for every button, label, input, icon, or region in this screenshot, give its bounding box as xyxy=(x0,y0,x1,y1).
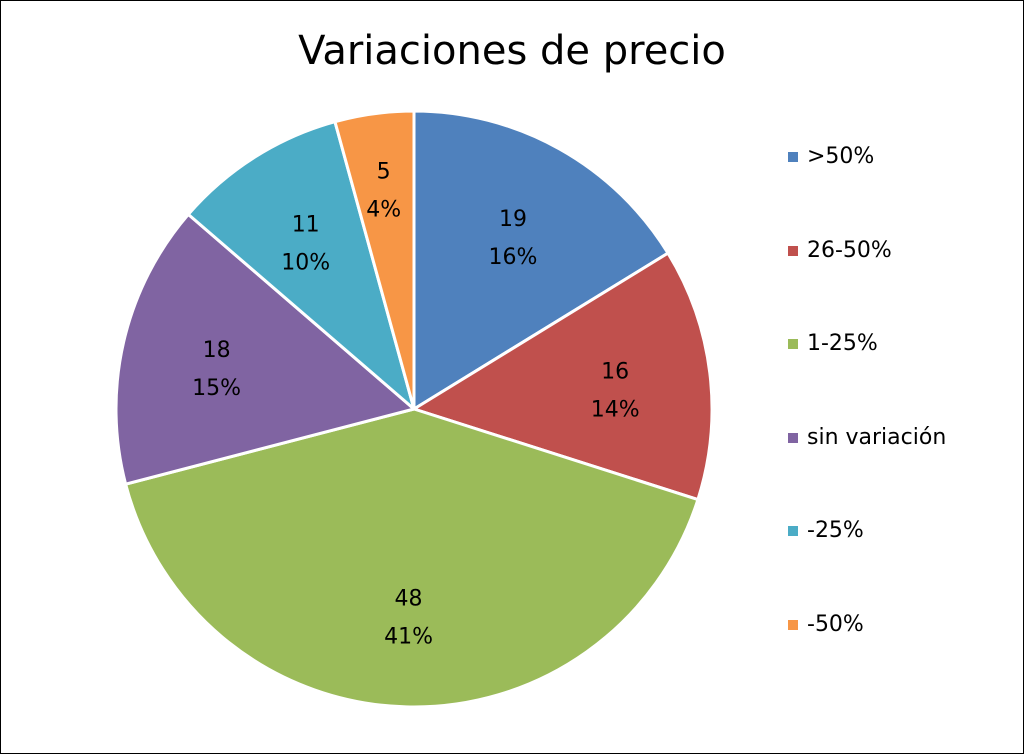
pie-percent-label: 41% xyxy=(384,625,433,650)
pie-data-label-3: 18 15% xyxy=(192,338,241,401)
legend-swatch xyxy=(788,526,798,536)
legend-label: -25% xyxy=(807,518,864,543)
pie-data-label-2: 48 41% xyxy=(384,587,433,650)
pie-value-label: 16 xyxy=(601,360,629,385)
chart-legend: >50% 26-50% 1-25% sin variación -25% -50% xyxy=(788,144,946,705)
pie-slice-5 xyxy=(333,109,416,411)
pie-slice-2 xyxy=(124,407,700,709)
chart-title: Variaciones de precio xyxy=(298,28,726,74)
pie-value-label: 5 xyxy=(377,160,391,185)
pie-percent-label: 16% xyxy=(489,245,538,270)
pie-slice-3 xyxy=(114,212,416,486)
pie-data-label-1: 16 14% xyxy=(591,360,640,423)
pie-data-label-5: 5 4% xyxy=(366,160,401,223)
legend-label: 1-25% xyxy=(807,331,878,356)
legend-label: sin variación xyxy=(807,424,947,450)
pie-slice-0 xyxy=(412,109,670,411)
pie-percent-label: 10% xyxy=(281,251,330,276)
legend-item-5: -50% xyxy=(788,612,946,706)
legend-item-0: >50% xyxy=(788,144,946,238)
pie-slice-1 xyxy=(412,251,714,502)
legend-swatch xyxy=(788,619,798,630)
pie-value-label: 11 xyxy=(292,213,320,238)
legend-item-2: 1-25% xyxy=(788,331,946,425)
pie-percent-label: 14% xyxy=(591,398,640,423)
pie-data-label-0: 19 16% xyxy=(489,207,538,270)
legend-swatch xyxy=(788,339,798,349)
pie-value-label: 19 xyxy=(499,207,527,232)
legend-item-3: sin variación xyxy=(788,425,946,519)
pie-data-label-4: 11 10% xyxy=(281,213,330,276)
legend-swatch xyxy=(788,152,798,162)
legend-label: >50% xyxy=(807,144,875,169)
legend-item-4: -25% xyxy=(788,518,946,612)
legend-label: -50% xyxy=(807,611,864,637)
legend-swatch xyxy=(788,245,798,256)
pie-percent-label: 15% xyxy=(192,376,241,401)
legend-label: 26-50% xyxy=(807,237,892,263)
pie-value-label: 18 xyxy=(203,338,231,363)
pie-percent-label: 4% xyxy=(366,198,401,223)
pie-slice-4 xyxy=(186,120,416,411)
pie-value-label: 48 xyxy=(395,587,423,612)
legend-item-1: 26-50% xyxy=(788,238,946,332)
legend-swatch xyxy=(788,432,798,443)
